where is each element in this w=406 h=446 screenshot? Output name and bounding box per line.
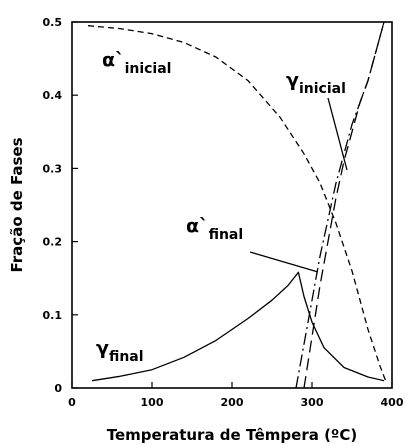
gamma-inicial-curve [296, 22, 384, 388]
x-tick-label: 400 [381, 396, 404, 409]
x-axis-label: Temperatura de Têmpera (ºC) [107, 426, 358, 444]
x-tick-label: 0 [68, 396, 76, 409]
pointer-alpha-final [250, 252, 318, 272]
plot-frame [72, 22, 392, 388]
x-tick-label: 200 [221, 396, 244, 409]
y-tick-label: 0.4 [43, 89, 63, 102]
label-gamma-inicial: γinicial [286, 69, 346, 97]
x-tick-label: 100 [141, 396, 164, 409]
pointer-gamma-inicial [328, 98, 347, 170]
y-tick-label: 0.5 [43, 16, 63, 29]
y-tick-label: 0.1 [43, 309, 63, 322]
y-axis-label: Fração de Fases [8, 137, 26, 272]
alpha-inicial-curve [88, 26, 386, 381]
x-tick-label: 300 [301, 396, 324, 409]
label-alpha-inicial: α`inicial [102, 49, 171, 77]
alpha-final-curve [304, 22, 384, 388]
label-alpha-final: α`final [186, 215, 243, 243]
y-tick-label: 0 [54, 382, 62, 395]
y-tick-label: 0.2 [43, 236, 63, 249]
y-tick-label: 0.3 [43, 162, 63, 175]
label-gamma-final: γfinal [96, 337, 144, 365]
